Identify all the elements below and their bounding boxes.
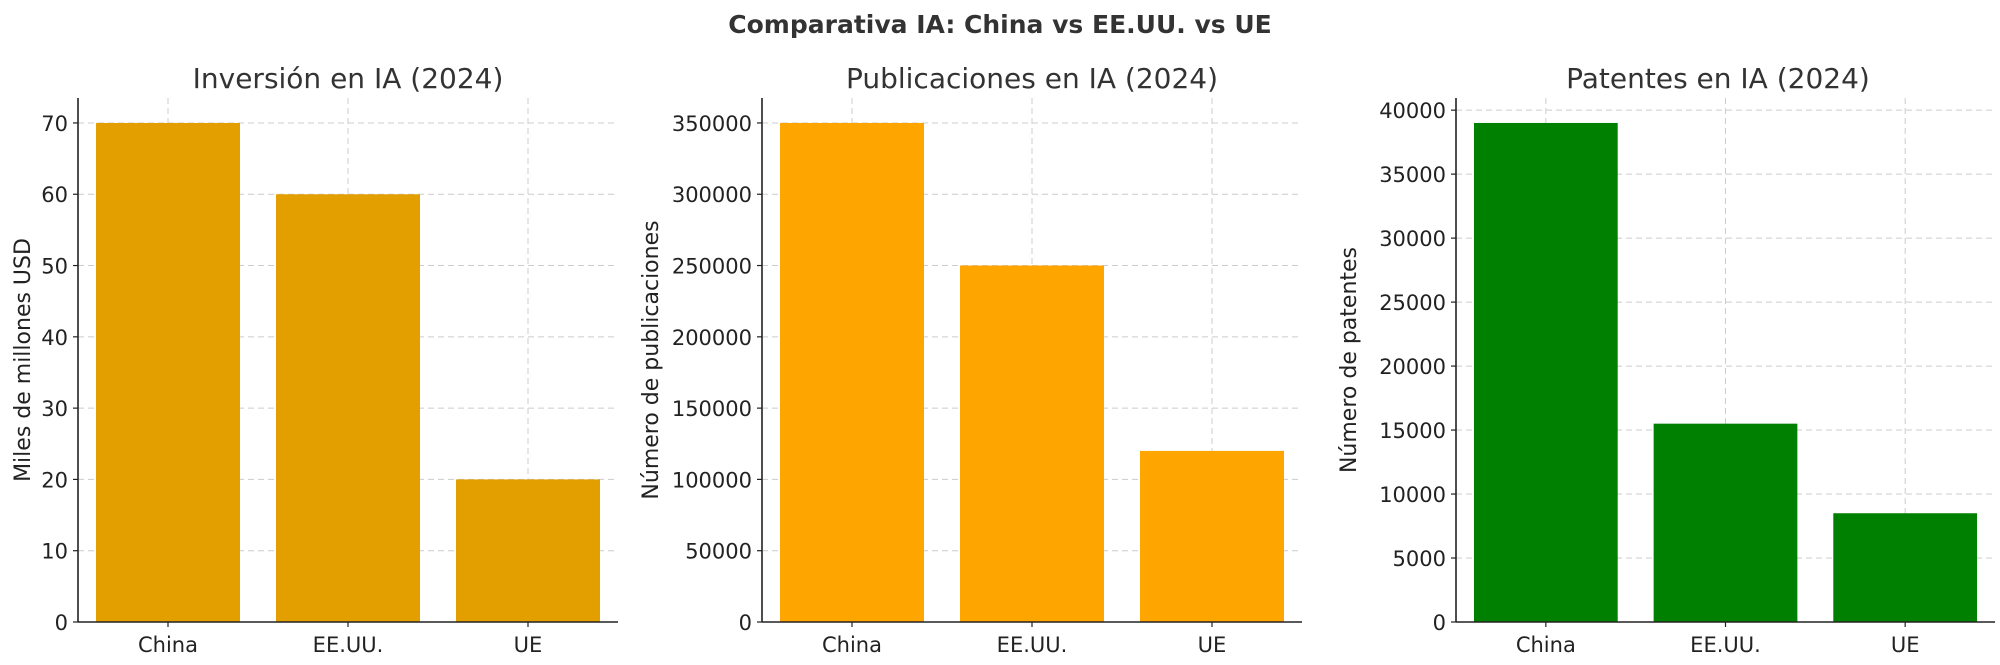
x-tick-label: China [822,633,882,657]
bar-ee-uu [276,194,420,622]
bar-ue [456,479,600,622]
y-tick-label: 200000 [672,326,752,350]
bar-china [96,122,240,622]
bars [780,122,1284,622]
y-tick-label: 40000 [1379,99,1446,123]
y-tick-label: 15000 [1379,419,1446,443]
bars [96,122,600,622]
x-tick-label: EE.UU. [1690,633,1761,657]
x-tick-label: China [138,633,198,657]
y-axis-label: Número de patentes [1337,247,1362,473]
y-tick-label: 40 [41,326,68,350]
panel-patents: Patentes en IA (2024) Número de patentes… [1337,62,1995,657]
y-tick-label: 70 [41,112,68,136]
y-tick-label: 100000 [672,468,752,492]
panel-title: Inversión en IA (2024) [193,62,504,95]
x-tick-label: EE.UU. [313,633,384,657]
panel-title: Patentes en IA (2024) [1566,62,1870,95]
y-axis-label: Número de publicaciones [639,220,664,499]
y-tick-label: 350000 [672,112,752,136]
bar-ee-uu [960,265,1104,622]
y-tick-label: 25000 [1379,291,1446,315]
bar-ue [1833,513,1978,622]
x-tick-label: EE.UU. [997,633,1068,657]
y-tick-label: 30000 [1379,227,1446,251]
x-tick-label: UE [1891,633,1920,657]
y-tick-label: 50000 [685,540,752,564]
bar-china [1473,122,1618,622]
y-tick-label: 35000 [1379,163,1446,187]
y-tick-label: 20000 [1379,355,1446,379]
bar-ee-uu [1653,423,1798,622]
panel-investment: Inversión en IA (2024) Miles de millones… [11,62,618,657]
y-tick-label: 10000 [1379,483,1446,507]
y-tick-label: 10 [41,540,68,564]
x-tick-label: China [1516,633,1576,657]
axes: 0 50000 100000 150000 200000 250000 300000 3500… [672,98,1302,657]
y-tick-label: 0 [1433,611,1446,635]
panel-title: Publicaciones en IA (2024) [846,62,1218,95]
y-tick-label: 20 [41,468,68,492]
y-tick-label: 0 [55,611,68,635]
y-tick-label: 30 [41,397,68,421]
y-tick-label: 60 [41,183,68,207]
y-tick-label: 300000 [672,183,752,207]
x-tick-label: UE [1198,633,1227,657]
axes: 0 5000 10000 15000 20000 25000 30000 35000 40000… [1379,98,1995,657]
y-tick-label: 0 [739,611,752,635]
bar-ue [1140,450,1284,622]
y-tick-label: 150000 [672,397,752,421]
x-tick-label: UE [514,633,543,657]
bar-china [780,122,924,622]
y-axis-label: Miles de millones USD [11,238,36,482]
axes: 0 10 20 30 40 50 60 70 China EE.UU. UE [41,98,618,657]
figure-suptitle: Comparativa IA: China vs EE.UU. vs UE [728,10,1271,39]
y-tick-label: 50 [41,255,68,279]
y-tick-label: 250000 [672,255,752,279]
y-tick-label: 5000 [1393,547,1446,571]
panel-publications: Publicaciones en IA (2024) Número de pub… [639,62,1302,657]
bars [1473,122,1978,622]
